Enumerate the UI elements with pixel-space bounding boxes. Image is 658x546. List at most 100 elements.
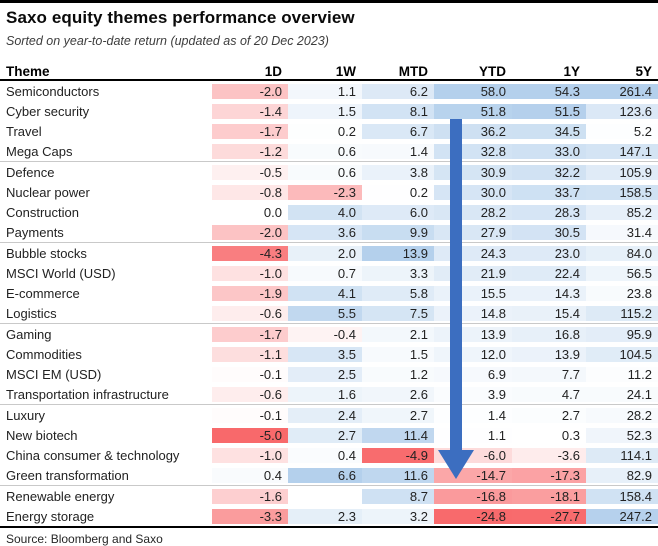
theme-label: Luxury (6, 407, 46, 423)
table-rows: Semiconductors -2.0 1.1 6.2 58.0 54.3 261.4 Cyb… (0, 81, 658, 526)
value-cell-1y: 28.3 (512, 204, 586, 220)
value-cell-1y: 0.3 (512, 427, 586, 443)
value-cell-ytd: -6.0 (434, 447, 512, 463)
value-cell-ytd: 1.1 (434, 427, 512, 443)
value-cell-1d: -0.1 (212, 407, 288, 423)
theme-label: China consumer & technology (6, 447, 180, 463)
value-cell-mtd: 2.6 (362, 386, 434, 402)
value-cell-mtd: 3.2 (362, 508, 434, 524)
value-cell-ytd: 30.9 (434, 164, 512, 180)
value-cell-1w: 0.7 (288, 265, 362, 281)
value-cell-mtd: 3.8 (362, 164, 434, 180)
value-cell-5y: 84.0 (586, 245, 658, 261)
value-cell-1d: -5.0 (212, 427, 288, 443)
value-cell-5y: 5.2 (586, 123, 658, 139)
value-cell-1y: 30.5 (512, 224, 586, 240)
theme-label: Defence (6, 164, 55, 180)
value-cell-mtd: 3.3 (362, 265, 434, 281)
value-cell-5y: 23.8 (586, 285, 658, 301)
value-cell-1w: 0.6 (288, 143, 362, 159)
value-cell-1y: 22.4 (512, 265, 586, 281)
value-cell-ytd: -14.7 (434, 467, 512, 483)
value-cell-ytd: 13.9 (434, 326, 512, 342)
value-cell-5y: 24.1 (586, 386, 658, 402)
value-cell-5y: 52.3 (586, 427, 658, 443)
value-cell-1y: 51.5 (512, 103, 586, 119)
value-cell-ytd: 15.5 (434, 285, 512, 301)
value-cell-1w: 2.4 (288, 407, 362, 423)
themes-table: Theme 1D 1W MTD YTD 1Y 5Y Semiconductors -2.0 1… (0, 59, 658, 528)
column-header-1d: 1D (264, 64, 282, 79)
value-cell-1w: 3.6 (288, 224, 362, 240)
value-cell-ytd: 51.8 (434, 103, 512, 119)
value-cell-mtd: 0.2 (362, 184, 434, 200)
value-cell-5y: 82.9 (586, 467, 658, 483)
value-cell-1y: 33.7 (512, 184, 586, 200)
table-row: Renewable energy -1.6 8.7 -16.8 -18.1 158.4 (0, 486, 658, 506)
value-cell-1y: 14.3 (512, 285, 586, 301)
value-cell-1d: -0.8 (212, 184, 288, 200)
theme-label: Transportation infrastructure (6, 386, 169, 402)
value-cell-1w: 1.6 (288, 386, 362, 402)
source-note: Source: Bloomberg and Saxo (6, 532, 163, 546)
value-cell-mtd: 6.2 (362, 83, 434, 99)
value-cell-1w: 1.5 (288, 103, 362, 119)
value-cell-1d: -0.5 (212, 164, 288, 180)
value-cell-1d: -1.4 (212, 103, 288, 119)
value-cell-1d: -1.7 (212, 123, 288, 139)
value-cell-mtd: 1.4 (362, 143, 434, 159)
table-row: Cyber security -1.4 1.5 8.1 51.8 51.5 123.6 (0, 101, 658, 121)
value-cell-ytd: 30.0 (434, 184, 512, 200)
table-row: Gaming -1.7 -0.4 2.1 13.9 16.8 95.9 (0, 324, 658, 344)
table-row: Green transformation 0.4 6.6 11.6 -14.7 -17.3… (0, 465, 658, 486)
value-cell-mtd: 6.7 (362, 123, 434, 139)
table-row: Luxury -0.1 2.4 2.7 1.4 2.7 28.2 (0, 405, 658, 425)
value-cell-5y: 115.2 (586, 305, 658, 321)
theme-label: Payments (6, 224, 64, 240)
value-cell-1w: 5.5 (288, 305, 362, 321)
theme-label: Semiconductors (6, 83, 100, 99)
value-cell-5y: 147.1 (586, 143, 658, 159)
table-row: Payments -2.0 3.6 9.9 27.9 30.5 31.4 (0, 222, 658, 243)
value-cell-5y: 158.4 (586, 488, 658, 504)
theme-label: Gaming (6, 326, 52, 342)
value-cell-1w: 0.6 (288, 164, 362, 180)
value-cell-1d: -1.7 (212, 326, 288, 342)
theme-label: Cyber security (6, 103, 90, 119)
page-title: Saxo equity themes performance overview (6, 8, 355, 27)
theme-label: Travel (6, 123, 42, 139)
theme-label: Bubble stocks (6, 245, 87, 261)
value-cell-ytd: 21.9 (434, 265, 512, 281)
theme-label: Green transformation (6, 467, 129, 483)
value-cell-1y: -17.3 (512, 467, 586, 483)
theme-label: Commodities (6, 346, 82, 362)
value-cell-5y: 95.9 (586, 326, 658, 342)
value-cell-5y: 123.6 (586, 103, 658, 119)
theme-label: Construction (6, 204, 79, 220)
table-row: New biotech -5.0 2.7 11.4 1.1 0.3 52.3 (0, 425, 658, 445)
theme-label: Renewable energy (6, 488, 115, 504)
value-cell-mtd: 11.4 (362, 427, 434, 443)
value-cell-ytd: 36.2 (434, 123, 512, 139)
table-row: Mega Caps -1.2 0.6 1.4 32.8 33.0 147.1 (0, 141, 658, 162)
column-header-5y: 5Y (635, 64, 652, 79)
value-cell-mtd: 8.7 (362, 488, 434, 504)
value-cell-1d: 0.0 (212, 204, 288, 220)
table-row: Travel -1.7 0.2 6.7 36.2 34.5 5.2 (0, 121, 658, 141)
value-cell-ytd: 28.2 (434, 204, 512, 220)
value-cell-1w: 1.1 (288, 83, 362, 99)
value-cell-1d: -1.0 (212, 447, 288, 463)
value-cell-1w: 2.7 (288, 427, 362, 443)
value-cell-1d: -0.1 (212, 366, 288, 382)
table-row: Construction 0.0 4.0 6.0 28.2 28.3 85.2 (0, 202, 658, 222)
value-cell-mtd: -4.9 (362, 447, 434, 463)
table-row: E-commerce -1.9 4.1 5.8 15.5 14.3 23.8 (0, 283, 658, 303)
value-cell-1y: 23.0 (512, 245, 586, 261)
column-header-mtd: MTD (398, 64, 428, 79)
value-cell-1d: -2.0 (212, 83, 288, 99)
value-cell-mtd: 13.9 (362, 245, 434, 261)
value-cell-5y: 11.2 (586, 366, 658, 382)
value-cell-mtd: 8.1 (362, 103, 434, 119)
theme-label: Energy storage (6, 508, 95, 524)
value-cell-5y: 158.5 (586, 184, 658, 200)
